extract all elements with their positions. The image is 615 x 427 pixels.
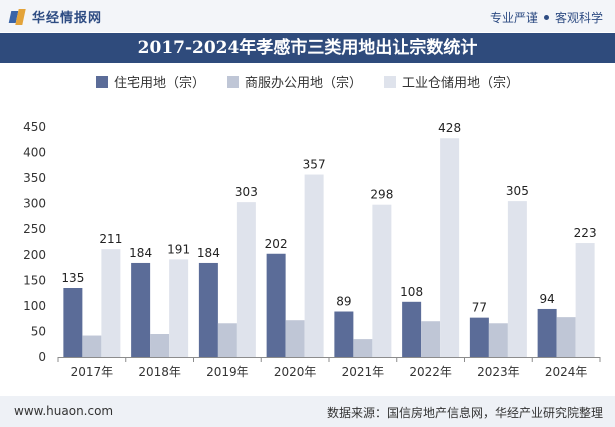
- bar-chart: 0 50 100 150 200 250 300 350 400 450 135 211 2017年 18…: [23, 120, 601, 379]
- legend-swatch-industrial: [384, 75, 396, 88]
- legend-item-residential: 住宅用地（宗）: [95, 72, 205, 91]
- x-tick-label: 2023年: [477, 365, 520, 379]
- data-label: 357: [303, 158, 326, 172]
- y-tick-label: 300: [23, 197, 46, 211]
- bar-industrial: [575, 243, 595, 357]
- bar-residential: [334, 311, 354, 357]
- data-label: 184: [197, 246, 220, 260]
- bar-industrial: [101, 249, 121, 357]
- x-tick-label: 2020年: [274, 365, 317, 379]
- chart-title: 2017-2024年孝感市三类用地出让宗数统计: [0, 33, 615, 63]
- footer-url: www.huaon.com: [14, 404, 114, 418]
- x-tick-label: 2019年: [206, 365, 249, 379]
- x-tick-label: 2022年: [409, 365, 452, 379]
- data-label: 184: [129, 246, 152, 260]
- data-label: 303: [235, 185, 258, 199]
- data-label: 94: [539, 292, 554, 306]
- data-label: 305: [506, 184, 529, 198]
- brand: 华经情报网: [8, 7, 103, 26]
- bar-commercial: [217, 323, 237, 357]
- data-label: 223: [574, 226, 597, 240]
- bar-industrial: [169, 259, 189, 357]
- data-label: 135: [61, 271, 84, 285]
- bar-residential: [131, 262, 151, 357]
- bar-residential: [469, 317, 489, 357]
- legend-item-industrial: 工业仓储用地（宗）: [384, 72, 519, 91]
- slogan-left: 专业严谨: [489, 11, 538, 25]
- bar-commercial: [353, 339, 373, 357]
- legend-swatch-residential: [95, 75, 108, 88]
- data-label: 298: [370, 188, 393, 202]
- data-label: 89: [336, 295, 351, 309]
- data-label: 191: [167, 242, 190, 256]
- legend-label-residential: 住宅用地（宗）: [113, 76, 205, 91]
- data-label: 211: [99, 232, 122, 246]
- bar-commercial: [150, 334, 170, 357]
- brand-name: 华经情报网: [32, 11, 103, 26]
- y-tick-label: 200: [23, 248, 46, 262]
- bar-commercial: [421, 321, 441, 357]
- legend-swatch-commercial: [226, 75, 239, 88]
- bar-commercial: [285, 320, 305, 357]
- y-tick-label: 250: [23, 222, 46, 236]
- bar-industrial: [372, 204, 392, 357]
- top-bar: 华经情报网 专业严谨 客观科学: [0, 0, 615, 32]
- bar-residential: [266, 253, 286, 357]
- bar-commercial: [488, 323, 508, 357]
- data-label: 428: [438, 121, 461, 135]
- y-tick-label: 450: [23, 120, 46, 134]
- bar-commercial: [82, 335, 102, 357]
- x-tick-label: 2024年: [545, 365, 588, 379]
- y-tick-label: 100: [23, 299, 46, 313]
- bar-industrial: [440, 138, 460, 357]
- data-label: 108: [400, 285, 423, 299]
- y-tick-label: 400: [23, 146, 46, 160]
- brand-logo-icon: [8, 8, 26, 25]
- bullet-dot-icon: [543, 15, 549, 20]
- bar-commercial: [556, 317, 576, 357]
- data-label: 77: [472, 301, 487, 315]
- y-tick-label: 50: [31, 324, 46, 338]
- bar-industrial: [304, 174, 324, 357]
- data-label: 202: [265, 237, 288, 251]
- y-tick-label: 0: [38, 350, 46, 364]
- bar-industrial: [507, 201, 527, 357]
- chart-legend: 住宅用地（宗） 商服办公用地（宗） 工业仓储用地（宗）: [0, 72, 615, 91]
- footer-source: 数据来源：国信房地产信息网，华经产业研究院整理: [326, 406, 603, 420]
- bar-industrial: [236, 202, 256, 357]
- x-tick-label: 2021年: [342, 365, 385, 379]
- legend-item-commercial: 商服办公用地（宗）: [226, 72, 362, 91]
- legend-label-commercial: 商服办公用地（宗）: [244, 76, 362, 91]
- x-tick-label: 2017年: [71, 365, 114, 379]
- footer: www.huaon.com 数据来源：国信房地产信息网，华经产业研究院整理: [0, 396, 615, 427]
- bar-residential: [402, 301, 422, 357]
- bar-residential: [198, 262, 218, 357]
- slogan-right: 客观科学: [554, 11, 603, 25]
- x-tick-label: 2018年: [138, 365, 181, 379]
- legend-label-industrial: 工业仓储用地（宗）: [402, 76, 520, 91]
- y-tick-label: 150: [23, 273, 46, 287]
- bar-residential: [537, 308, 557, 357]
- slogan: 专业严谨 客观科学: [490, 9, 603, 26]
- y-tick-label: 350: [23, 171, 46, 185]
- bar-residential: [63, 288, 83, 357]
